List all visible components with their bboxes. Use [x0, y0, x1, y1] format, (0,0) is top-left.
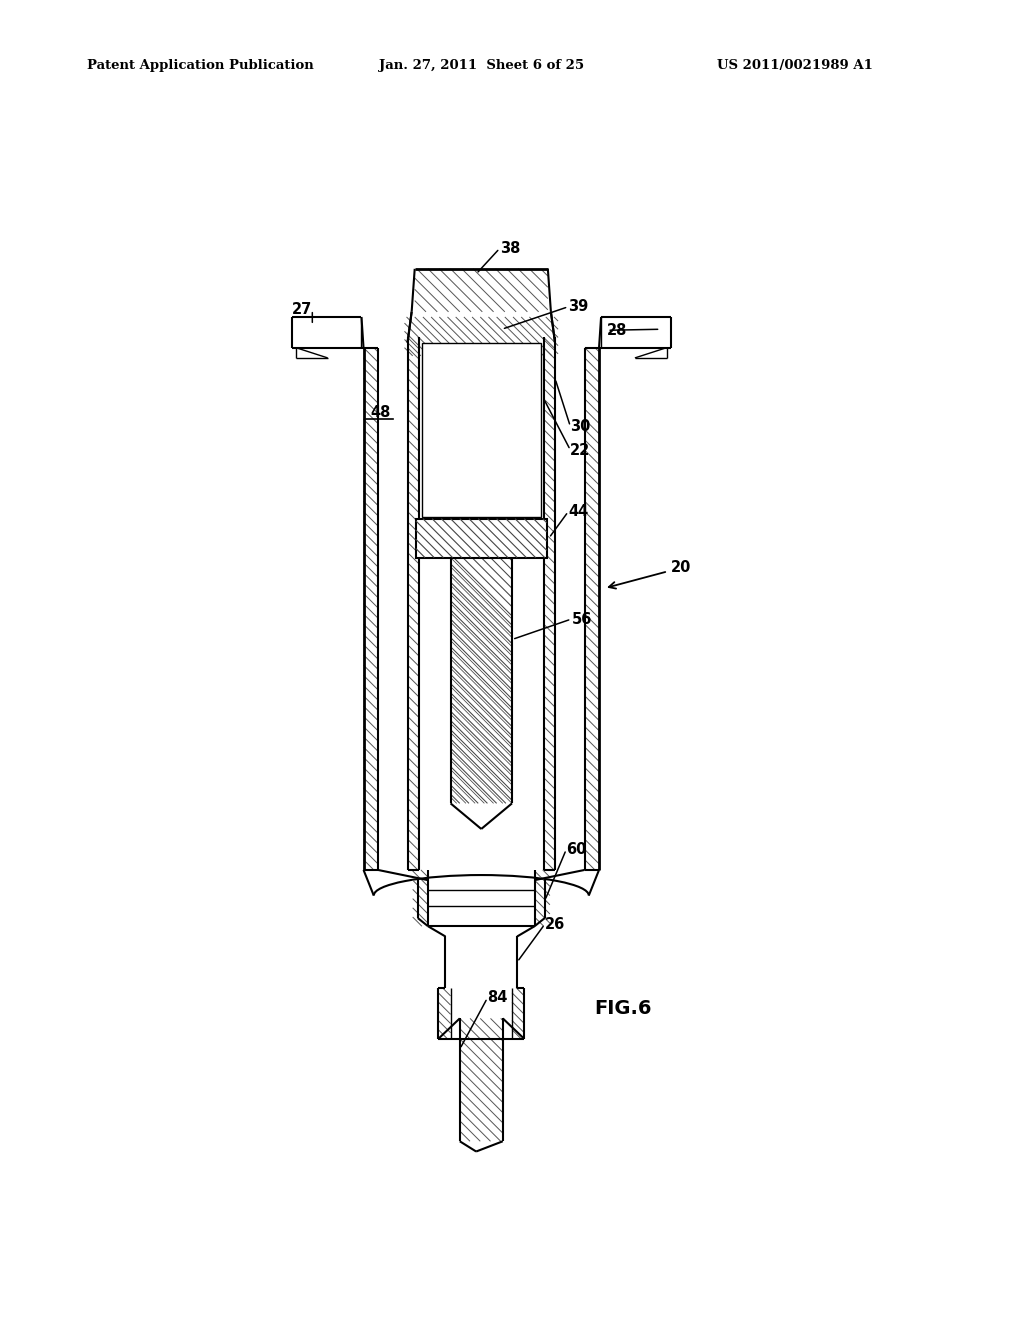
- Text: 44: 44: [568, 504, 589, 519]
- Text: 22: 22: [570, 442, 591, 458]
- Text: 38: 38: [500, 240, 520, 256]
- Text: 26: 26: [545, 916, 565, 932]
- Text: 30: 30: [570, 418, 591, 434]
- Text: 28: 28: [607, 323, 628, 338]
- Bar: [422, 343, 541, 516]
- Text: FIG.6: FIG.6: [594, 999, 651, 1018]
- Text: 84: 84: [487, 990, 508, 1006]
- Text: Patent Application Publication: Patent Application Publication: [87, 59, 313, 73]
- Text: 27: 27: [292, 302, 312, 317]
- Text: 60: 60: [566, 842, 587, 857]
- Text: 56: 56: [571, 611, 592, 627]
- Text: US 2011/0021989 A1: US 2011/0021989 A1: [717, 59, 872, 73]
- Text: 48: 48: [371, 405, 391, 420]
- Bar: [416, 519, 547, 557]
- Text: 20: 20: [609, 560, 691, 589]
- Text: Jan. 27, 2011  Sheet 6 of 25: Jan. 27, 2011 Sheet 6 of 25: [379, 59, 584, 73]
- Text: 39: 39: [568, 300, 589, 314]
